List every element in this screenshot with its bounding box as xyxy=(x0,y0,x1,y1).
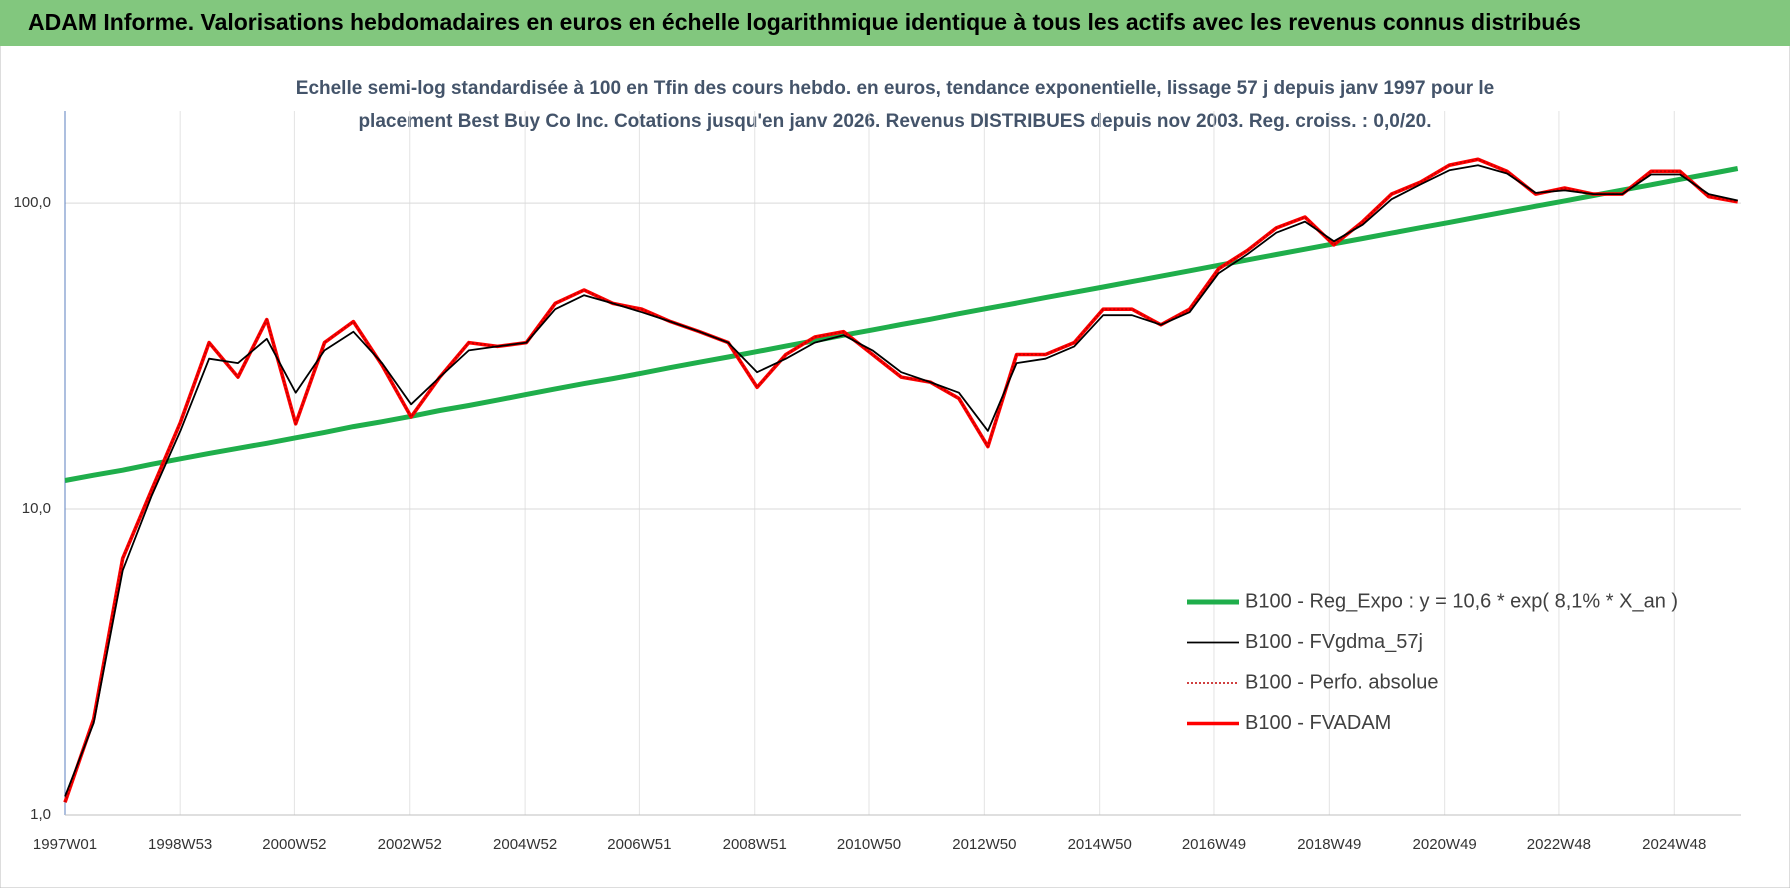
x-tick-label: 1998W53 xyxy=(148,836,212,853)
x-tick-label: 2022W48 xyxy=(1527,836,1591,853)
series-line xyxy=(64,166,1739,483)
series-line xyxy=(63,157,1739,803)
y-tick-label: 10,0 xyxy=(22,500,51,517)
series-line xyxy=(64,164,1738,797)
x-tick-label: 2004W52 xyxy=(493,836,557,853)
y-tick-label: 1,0 xyxy=(30,806,51,823)
chart-subtitle: Echelle semi-log standardisée à 100 en T… xyxy=(296,78,1494,99)
legend-label: B100 - Reg_Expo : y = 10,6 * exp( 8,1% *… xyxy=(1245,590,1678,612)
legend-label: B100 - FVADAM xyxy=(1245,712,1391,734)
x-tick-label: 2020W49 xyxy=(1413,836,1477,853)
x-tick-label: 2002W52 xyxy=(378,836,442,853)
x-tick-label: 2000W52 xyxy=(262,836,326,853)
x-tick-label: 2012W50 xyxy=(952,836,1016,853)
x-tick-label: 2014W50 xyxy=(1068,836,1132,853)
x-tick-label: 2016W49 xyxy=(1182,836,1246,853)
x-tick-label: 1997W01 xyxy=(33,836,97,853)
x-tick-label: 2018W49 xyxy=(1297,836,1361,853)
chart-subtitle: placement Best Buy Co Inc. Cotations jus… xyxy=(358,111,1431,132)
legend-label: B100 - FVgdma_57j xyxy=(1245,631,1423,653)
x-tick-label: 2008W51 xyxy=(723,836,787,853)
title-bar xyxy=(0,0,1790,46)
chart-title: ADAM Informe. Valorisations hebdomadaire… xyxy=(28,9,1581,35)
x-tick-label: 2024W48 xyxy=(1642,836,1706,853)
x-tick-label: 2010W50 xyxy=(837,836,901,853)
y-tick-label: 100,0 xyxy=(13,194,51,211)
legend-label: B100 - Perfo. absolue xyxy=(1245,671,1438,693)
x-tick-label: 2006W51 xyxy=(607,836,671,853)
